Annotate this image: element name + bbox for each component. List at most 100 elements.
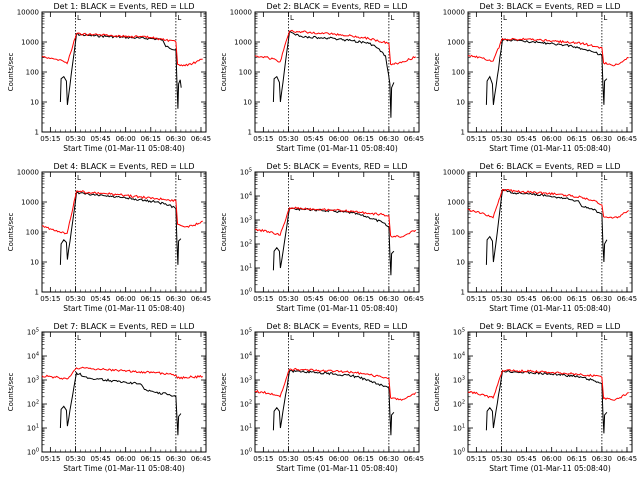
x-axis-label: Start Time (01-Mar-11 05:08:40) xyxy=(276,144,398,153)
x-tick-label: 06:45 xyxy=(617,135,637,143)
y-tick-label: 104 xyxy=(240,192,252,201)
lld-series-line xyxy=(254,367,417,401)
panel-title: Det 8: BLACK = Events, RED = LLD xyxy=(267,322,408,331)
y-tick-label: 10 xyxy=(30,259,39,267)
y-axis-label: Counts/sec xyxy=(7,213,15,252)
x-tick-label: 06:45 xyxy=(191,455,211,463)
x-tick-label: 05:45 xyxy=(303,135,323,143)
y-tick-label: 10 xyxy=(30,99,39,107)
x-tick-label: 05:30 xyxy=(278,135,298,143)
x-tick-label: 05:45 xyxy=(303,455,323,463)
y-tick-label: 10 xyxy=(243,99,252,107)
x-tick-label: 06:45 xyxy=(404,135,424,143)
y-tick-label: 101 xyxy=(27,424,39,433)
plot-frame xyxy=(41,11,207,133)
x-tick-label: 05:45 xyxy=(90,455,110,463)
detector-panel: Det 3: BLACK = Events, RED = LLD 1 10 100 10… xyxy=(433,2,637,153)
x-tick-label: 06:00 xyxy=(329,455,349,463)
x-tick-label: 06:45 xyxy=(404,295,424,303)
x-tick-label: 05:30 xyxy=(491,455,511,463)
y-tick-label: 10000 xyxy=(443,9,465,17)
x-axis-label: Start Time (01-Mar-11 05:08:40) xyxy=(63,464,185,473)
time-marker-label: L xyxy=(177,174,181,182)
x-tick-label: 06:15 xyxy=(141,455,161,463)
events-series-line xyxy=(272,369,395,436)
time-marker-label: L xyxy=(503,334,507,342)
time-marker-label: L xyxy=(390,174,394,182)
events-series-line xyxy=(59,32,182,109)
plot-frame xyxy=(41,171,207,293)
detector-panel: Det 8: BLACK = Events, RED = LLD 100 101 10… xyxy=(220,322,424,473)
x-tick-label: 06:15 xyxy=(141,135,161,143)
y-tick-label: 105 xyxy=(240,328,252,337)
y-tick-label: 100 xyxy=(239,69,252,77)
x-tick-label: 05:30 xyxy=(65,295,85,303)
y-tick-label: 1 xyxy=(248,129,252,137)
x-tick-label: 06:00 xyxy=(116,135,136,143)
panel-title: Det 5: BLACK = Events, RED = LLD xyxy=(267,162,408,171)
x-tick-label: 06:30 xyxy=(166,135,186,143)
time-marker-label: L xyxy=(77,334,81,342)
y-tick-label: 101 xyxy=(453,424,465,433)
panel-title: Det 6: BLACK = Events, RED = LLD xyxy=(480,162,621,171)
y-tick-label: 103 xyxy=(240,216,252,225)
time-marker-label: L xyxy=(77,14,81,22)
x-tick-label: 06:15 xyxy=(567,135,587,143)
y-tick-label: 10 xyxy=(456,99,465,107)
y-tick-label: 1 xyxy=(35,129,39,137)
plot-frame xyxy=(467,331,633,453)
x-tick-label: 05:30 xyxy=(278,295,298,303)
x-tick-label: 06:15 xyxy=(567,455,587,463)
time-marker-label: L xyxy=(177,14,181,22)
x-tick-label: 05:45 xyxy=(90,135,110,143)
y-tick-label: 10000 xyxy=(17,9,39,17)
x-tick-label: 05:15 xyxy=(40,135,60,143)
detector-panel: Det 7: BLACK = Events, RED = LLD 100 101 10… xyxy=(7,322,211,473)
y-tick-label: 103 xyxy=(27,376,39,385)
y-tick-label: 10000 xyxy=(443,169,465,177)
detector-panel: Det 4: BLACK = Events, RED = LLD 1 10 100 10… xyxy=(7,162,211,313)
x-tick-label: 06:00 xyxy=(329,135,349,143)
x-tick-label: 06:00 xyxy=(542,455,562,463)
detector-panel: Det 1: BLACK = Events, RED = LLD 1 10 100 10… xyxy=(7,2,211,153)
y-tick-label: 100 xyxy=(240,288,252,297)
time-marker-label: L xyxy=(290,174,294,182)
x-axis-label: Start Time (01-Mar-11 05:08:40) xyxy=(63,144,185,153)
x-tick-label: 05:15 xyxy=(40,455,60,463)
y-tick-label: 105 xyxy=(240,168,252,177)
y-tick-label: 1000 xyxy=(234,39,252,47)
x-tick-label: 06:30 xyxy=(592,135,612,143)
x-tick-label: 05:45 xyxy=(303,295,323,303)
lld-series-line xyxy=(254,206,417,238)
y-axis-label: Counts/sec xyxy=(7,373,15,412)
lld-series-line xyxy=(254,29,416,66)
plot-frame xyxy=(254,171,420,293)
events-series-line xyxy=(272,207,395,276)
x-tick-label: 05:15 xyxy=(253,455,273,463)
y-tick-label: 1000 xyxy=(447,199,465,207)
y-axis-label: Counts/sec xyxy=(433,373,441,412)
lld-series-line xyxy=(467,188,629,219)
x-tick-label: 05:30 xyxy=(491,295,511,303)
plot-frame xyxy=(254,331,420,453)
events-series-line xyxy=(485,189,608,265)
time-marker-label: L xyxy=(390,14,394,22)
y-tick-label: 102 xyxy=(240,400,252,409)
y-tick-label: 100 xyxy=(452,69,465,77)
x-tick-label: 06:00 xyxy=(542,135,562,143)
x-tick-label: 05:30 xyxy=(491,135,511,143)
detector-panel: Det 9: BLACK = Events, RED = LLD 100 101 10… xyxy=(433,322,637,473)
x-tick-label: 05:15 xyxy=(466,295,486,303)
y-tick-label: 10000 xyxy=(17,169,39,177)
x-tick-label: 06:15 xyxy=(141,295,161,303)
y-tick-label: 102 xyxy=(453,400,465,409)
panel-title: Det 2: BLACK = Events, RED = LLD xyxy=(267,2,408,11)
plot-frame xyxy=(41,331,207,453)
y-tick-label: 100 xyxy=(453,448,465,457)
x-tick-label: 06:30 xyxy=(166,295,186,303)
plot-frame xyxy=(467,171,633,293)
y-tick-label: 105 xyxy=(27,328,39,337)
lld-series-line xyxy=(467,37,629,67)
plot-frame xyxy=(254,11,420,133)
y-tick-label: 101 xyxy=(240,424,252,433)
